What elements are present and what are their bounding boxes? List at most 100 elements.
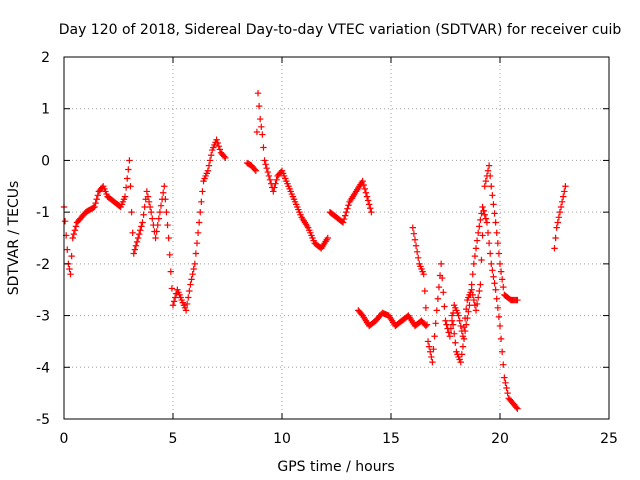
x-axis-ticks: 0 5 10 15 20 25 bbox=[60, 57, 618, 447]
data-point bbox=[422, 322, 430, 330]
data-point bbox=[443, 321, 450, 328]
data-point bbox=[457, 358, 464, 366]
data-point bbox=[464, 314, 471, 322]
data-point bbox=[514, 296, 521, 304]
data-point bbox=[129, 229, 136, 237]
data-point bbox=[72, 223, 80, 230]
data-point bbox=[472, 245, 480, 252]
data-point bbox=[363, 193, 371, 200]
data-point bbox=[143, 188, 151, 195]
y-tick-label: 2 bbox=[41, 50, 50, 66]
data-point bbox=[442, 317, 449, 324]
data-point bbox=[264, 168, 272, 176]
data-point bbox=[130, 250, 137, 257]
data-point bbox=[213, 136, 220, 143]
data-point bbox=[186, 287, 193, 295]
data-point bbox=[475, 229, 482, 237]
y-tick-label: 1 bbox=[41, 102, 50, 118]
x-tick-label: 5 bbox=[169, 431, 178, 447]
data-point bbox=[446, 333, 454, 340]
x-tick-label: 10 bbox=[273, 431, 291, 447]
data-point bbox=[488, 260, 495, 268]
data-point bbox=[194, 229, 202, 237]
data-point bbox=[484, 229, 492, 237]
data-point bbox=[128, 208, 135, 216]
y-tick-label: -4 bbox=[36, 360, 50, 376]
data-point bbox=[556, 208, 564, 216]
data-point bbox=[198, 198, 205, 205]
data-point bbox=[452, 339, 459, 346]
data-point bbox=[495, 313, 503, 321]
data-point bbox=[155, 215, 163, 222]
data-point bbox=[154, 221, 161, 229]
x-axis-label: GPS time / hours bbox=[277, 459, 394, 475]
data-point bbox=[478, 256, 485, 264]
data-point bbox=[133, 238, 141, 246]
data-point bbox=[366, 201, 373, 208]
data-point bbox=[345, 202, 352, 209]
data-point bbox=[71, 227, 79, 234]
data-point bbox=[266, 176, 274, 184]
data-point bbox=[415, 254, 422, 262]
data-point bbox=[420, 271, 427, 278]
data-point bbox=[324, 234, 331, 242]
data-point bbox=[411, 236, 419, 243]
data-point bbox=[560, 193, 567, 200]
data-point bbox=[497, 268, 505, 275]
data-point bbox=[134, 234, 142, 242]
data-point bbox=[491, 210, 498, 217]
data-point bbox=[258, 123, 265, 131]
x-tick-label: 20 bbox=[491, 431, 509, 447]
x-tick-label: 15 bbox=[382, 431, 400, 447]
data-point bbox=[93, 196, 100, 203]
data-point bbox=[493, 229, 500, 237]
data-point bbox=[497, 335, 505, 343]
data-point bbox=[273, 176, 280, 184]
data-point bbox=[472, 307, 480, 314]
data-point bbox=[492, 286, 499, 293]
data-point bbox=[359, 177, 366, 185]
data-point bbox=[501, 374, 508, 381]
data-point bbox=[222, 154, 229, 162]
data-point bbox=[429, 358, 436, 366]
data-point bbox=[138, 223, 145, 230]
data-point bbox=[169, 302, 177, 309]
y-axis-ticks: -5 -4 -3 -2 -1 0 1 2 bbox=[36, 50, 609, 428]
data-point bbox=[481, 211, 488, 218]
data-point bbox=[492, 219, 499, 226]
data-point bbox=[427, 348, 434, 355]
data-point bbox=[270, 188, 277, 195]
data-point bbox=[204, 167, 212, 174]
data-point bbox=[491, 280, 498, 287]
data-point bbox=[439, 274, 446, 282]
data-point bbox=[504, 389, 511, 397]
data-point bbox=[190, 265, 197, 273]
data-point bbox=[124, 175, 131, 182]
data-point bbox=[167, 268, 175, 275]
data-point bbox=[513, 404, 520, 411]
data-point bbox=[164, 221, 171, 229]
data-point bbox=[490, 273, 497, 280]
data-point bbox=[67, 271, 74, 278]
data-point bbox=[486, 172, 494, 180]
data-point bbox=[458, 351, 466, 358]
data-point bbox=[159, 189, 167, 196]
data-point bbox=[122, 184, 130, 191]
data-point bbox=[410, 230, 418, 237]
data-point bbox=[561, 188, 568, 195]
data-point bbox=[476, 223, 483, 230]
data-point bbox=[185, 294, 192, 301]
data-point bbox=[422, 304, 430, 312]
data-point bbox=[479, 232, 486, 239]
data-point bbox=[214, 139, 221, 147]
data-point bbox=[140, 211, 147, 218]
data-point bbox=[465, 308, 472, 315]
y-tick-label: -2 bbox=[36, 257, 50, 273]
data-point bbox=[498, 276, 506, 283]
data-point bbox=[473, 300, 481, 308]
data-point bbox=[413, 248, 421, 255]
data-point bbox=[558, 198, 566, 205]
data-point bbox=[471, 252, 479, 260]
data-point bbox=[551, 245, 558, 252]
